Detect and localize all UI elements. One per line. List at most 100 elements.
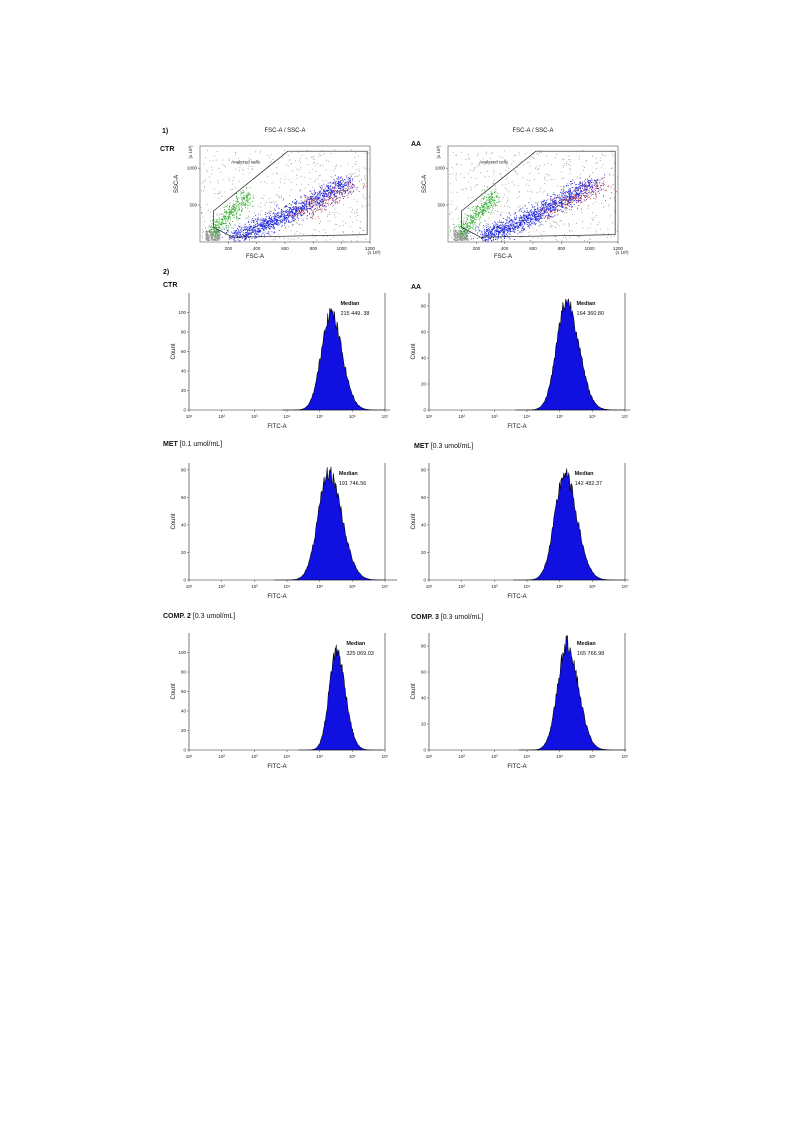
scatter-point <box>260 202 262 204</box>
scatter-point <box>357 215 359 217</box>
section-1-label: 1) <box>162 128 169 135</box>
scatter-point <box>499 227 501 229</box>
scatter-point <box>460 225 461 227</box>
scatter-point <box>260 225 262 227</box>
scatter-point <box>282 199 284 201</box>
scatter-point <box>280 212 282 214</box>
scatter-point <box>508 167 510 169</box>
scatter-point <box>454 235 456 237</box>
scatter-point <box>601 184 603 186</box>
scatter-point <box>219 234 221 236</box>
scatter-point <box>565 196 567 198</box>
scatter-point <box>482 235 484 237</box>
scatter-point <box>241 197 243 199</box>
scatter-point <box>320 154 322 156</box>
scatter-point <box>459 239 461 241</box>
scatter-point <box>234 204 236 205</box>
scatter-point <box>569 159 571 161</box>
scatter-point <box>260 219 262 221</box>
scatter-point <box>337 202 338 204</box>
scatter-point <box>468 226 470 228</box>
scatter-point <box>293 207 295 208</box>
scatter-point <box>521 227 523 229</box>
scatter-point <box>594 216 596 218</box>
scatter-point <box>298 211 300 213</box>
scatter-point <box>578 186 580 188</box>
scatter-point <box>336 187 338 189</box>
scatter-point <box>205 156 207 158</box>
scatter-point <box>495 203 496 205</box>
scatter-point <box>459 234 461 236</box>
scatter-point <box>507 231 509 233</box>
scatter-point <box>212 228 214 230</box>
scatter-point <box>572 214 574 216</box>
scatter-point <box>502 222 504 224</box>
scatter-point <box>472 220 474 222</box>
scatter-point <box>210 238 212 240</box>
scatter-point <box>272 173 274 175</box>
scatter-point <box>462 224 464 226</box>
scatter-point <box>318 183 320 185</box>
scatter-point <box>535 220 537 222</box>
scatter-point <box>238 217 240 219</box>
scatter-point <box>577 196 579 198</box>
scatter-point <box>346 177 348 179</box>
scatter-point <box>516 197 518 199</box>
scatter-point <box>572 180 574 182</box>
scatter-point <box>540 220 542 222</box>
scatter-point <box>236 237 238 238</box>
scatter-point <box>334 167 336 169</box>
scatter-point <box>525 230 527 232</box>
scatter-point <box>576 188 578 190</box>
scatter-point <box>489 230 491 232</box>
scatter-point <box>309 198 311 200</box>
scatter-point <box>310 208 312 210</box>
scatter-point <box>473 219 475 221</box>
scatter-point <box>495 222 496 224</box>
scatter-point <box>353 191 355 192</box>
scatter-point <box>483 186 485 187</box>
scatter-point <box>227 212 229 213</box>
scatter-point <box>338 183 340 185</box>
scatter-point <box>472 219 474 221</box>
scatter-point <box>338 190 340 192</box>
scatter-point <box>497 229 499 231</box>
scatter-point <box>333 191 335 193</box>
scatter-point <box>228 158 230 160</box>
scatter-point <box>558 194 560 196</box>
scatter-point <box>452 173 454 175</box>
scatter-point <box>232 180 234 182</box>
scatter-point <box>291 163 292 165</box>
scatter-point <box>497 199 499 201</box>
scatter-point <box>275 222 277 224</box>
scatter-point <box>252 230 254 232</box>
scatter-point <box>254 229 256 231</box>
scatter-point <box>562 206 564 208</box>
scatter-point <box>477 212 479 214</box>
scatter-point <box>286 216 288 218</box>
scatter-point <box>466 239 468 241</box>
scatter-point <box>246 232 248 234</box>
scatter-point <box>233 237 235 239</box>
scatter-point <box>293 215 295 217</box>
scatter-point <box>315 191 317 193</box>
scatter-point <box>514 217 516 219</box>
scatter-point <box>323 200 325 202</box>
scatter-point <box>216 221 218 223</box>
scatter-point <box>484 204 486 206</box>
scatter-point <box>306 218 308 220</box>
scatter-point <box>219 223 221 224</box>
scatter-point <box>355 152 357 154</box>
scatter-point <box>316 196 318 198</box>
scatter-point <box>551 200 553 202</box>
scatter-point <box>252 227 254 228</box>
scatter-point <box>517 233 519 235</box>
scatter-point <box>493 234 495 236</box>
scatter-point <box>451 200 453 202</box>
scatter-point <box>300 203 302 205</box>
scatter-point <box>263 218 264 220</box>
scatter-point <box>277 225 279 227</box>
scatter-point <box>263 218 265 220</box>
scatter-point <box>247 233 249 235</box>
scatter-point <box>537 236 539 238</box>
